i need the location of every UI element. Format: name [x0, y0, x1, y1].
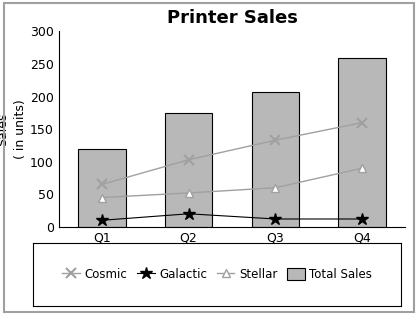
Bar: [338, 58, 386, 227]
Bar: [78, 149, 126, 227]
Y-axis label: Sales
( in units): Sales ( in units): [0, 99, 27, 159]
Bar: [165, 113, 212, 227]
Title: Printer Sales: Printer Sales: [166, 9, 298, 27]
Bar: [252, 92, 299, 227]
X-axis label: Quarter: Quarter: [205, 250, 259, 264]
Legend: Cosmic, Galactic, Stellar, Total Sales: Cosmic, Galactic, Stellar, Total Sales: [56, 262, 378, 286]
